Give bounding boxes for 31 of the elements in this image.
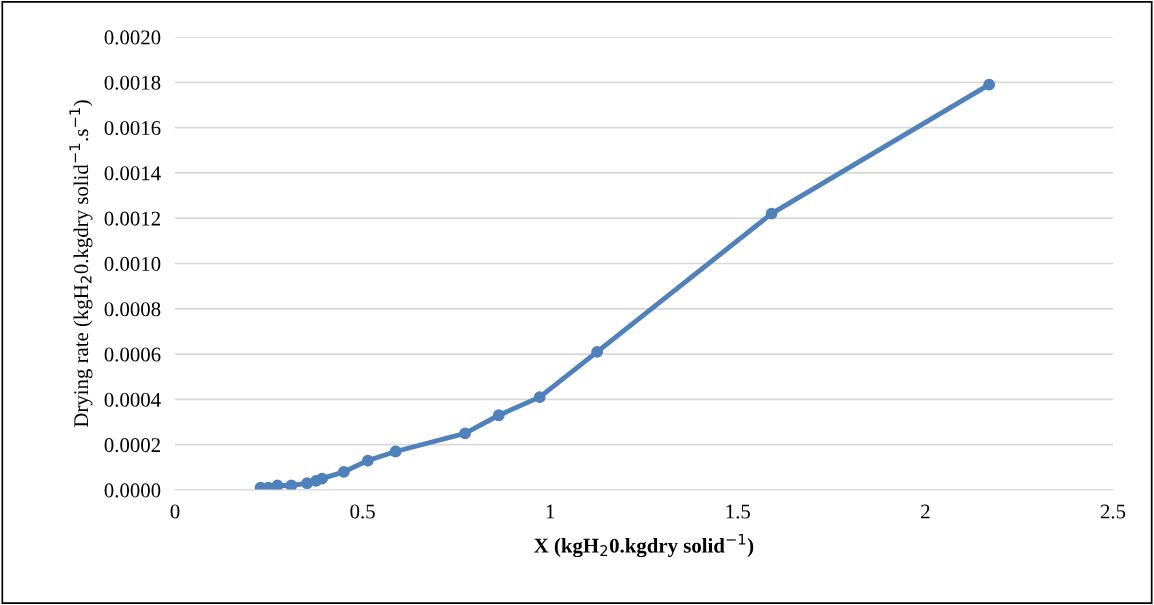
point xyxy=(492,409,505,422)
point xyxy=(271,479,284,490)
x-tick-label: 1 xyxy=(546,504,555,519)
y-tick-label: 0.0016 xyxy=(104,120,161,136)
point xyxy=(591,345,604,358)
x-tick-label: 1.5 xyxy=(726,504,751,519)
point xyxy=(983,78,996,91)
y-tick-label: 0.0008 xyxy=(104,302,161,317)
point xyxy=(361,454,374,467)
point xyxy=(459,427,471,440)
x-tick-label: 0 xyxy=(170,504,180,519)
point xyxy=(316,472,328,485)
point xyxy=(533,391,546,404)
point xyxy=(337,465,350,478)
y-tick-label: 0.0018 xyxy=(104,75,161,90)
point xyxy=(765,207,778,220)
x-tick-label: 2.5 xyxy=(1100,504,1126,519)
y-tick-label: 0.0014 xyxy=(104,166,161,181)
x-axis-title: X (kgH$_{2}$0.kgdry solid$^{−1}$) xyxy=(534,533,754,558)
y-tick-label: 0.0010 xyxy=(104,256,161,272)
point xyxy=(389,445,402,458)
y-tick-label: 0.0006 xyxy=(104,347,161,362)
y-tick-label: 0.0002 xyxy=(104,438,160,453)
y-tick-label: 0.0004 xyxy=(104,392,161,407)
y-axis-title: Drying rate (kgH$_{2}$0.kgdry solid$^{−1}$.s$^{−1}$) xyxy=(69,100,93,428)
y-tick-label: 0.0020 xyxy=(104,30,161,45)
point xyxy=(285,479,298,490)
x-tick-label: 0.5 xyxy=(350,504,375,519)
y-tick-label: 0.0012 xyxy=(104,211,160,226)
x-tick-label: 2 xyxy=(921,504,930,519)
y-tick-label: 0.0000 xyxy=(104,483,161,498)
